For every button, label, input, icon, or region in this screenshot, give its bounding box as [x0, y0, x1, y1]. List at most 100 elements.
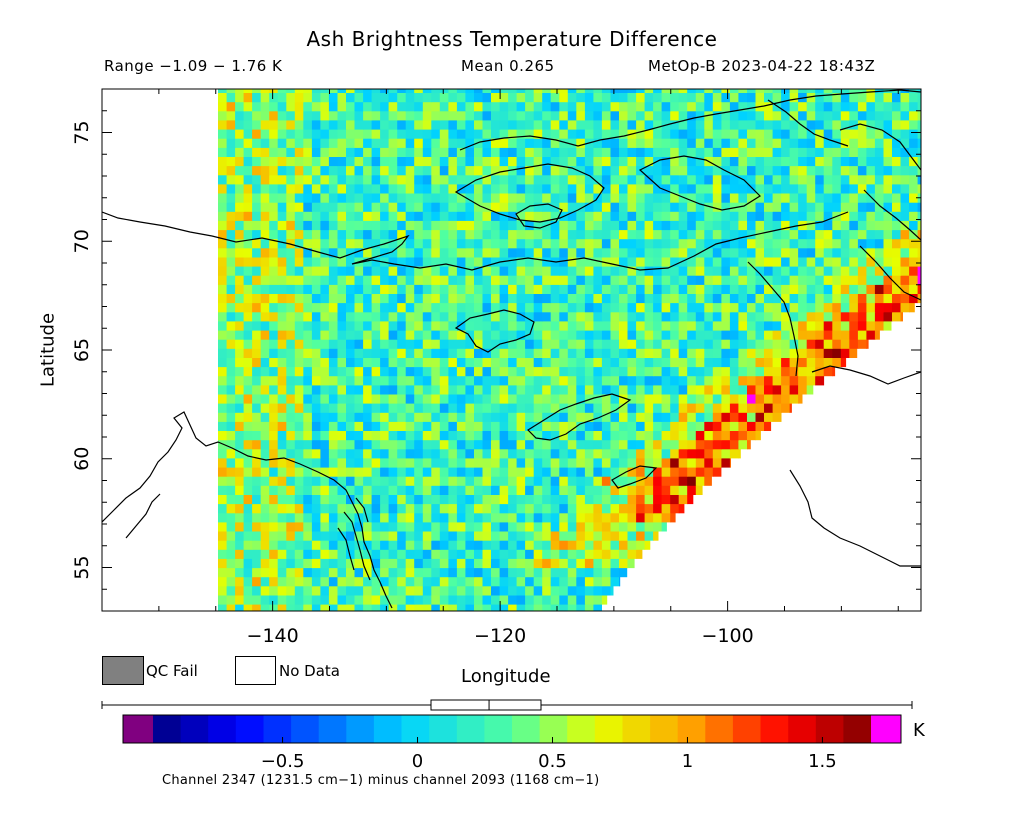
- swath-cell: [303, 129, 313, 139]
- swath-cell: [636, 531, 646, 541]
- swath-cell: [798, 165, 808, 176]
- swath-cell: [849, 110, 859, 121]
- swath-cell: [738, 384, 748, 395]
- swath-cell: [601, 339, 611, 349]
- swath-cell: [789, 174, 799, 185]
- swath-cell: [397, 558, 407, 569]
- swath-cell: [721, 403, 731, 413]
- swath-cell: [610, 320, 620, 331]
- swath-cell: [832, 366, 836, 377]
- swath-cell: [704, 256, 714, 267]
- swath-cell: [781, 403, 791, 413]
- swath-cell: [840, 220, 850, 231]
- swath-cell: [499, 302, 509, 313]
- swath-cell: [226, 220, 236, 231]
- coastline-arctic-islands: [459, 89, 921, 151]
- swath-cell: [644, 174, 654, 185]
- swath-cell: [311, 375, 321, 386]
- swath-cell: [712, 302, 722, 313]
- swath-cell: [721, 320, 731, 331]
- swath-cell: [636, 174, 646, 185]
- no-data-swatch: [235, 656, 276, 685]
- swath-cell: [627, 384, 637, 395]
- swath-cell: [422, 348, 432, 358]
- swath-cell: [601, 412, 611, 422]
- swath-cell: [397, 576, 407, 587]
- swath-cell: [687, 229, 697, 240]
- swath-cell: [286, 604, 296, 611]
- swath-cell: [482, 476, 492, 486]
- swath-cell: [721, 339, 731, 349]
- swath-cell: [687, 375, 697, 386]
- swath-cell: [303, 531, 313, 541]
- swath-cell: [439, 266, 449, 276]
- swath-cell: [559, 193, 569, 203]
- swath-cell: [491, 421, 501, 431]
- swath-cell: [456, 403, 466, 413]
- swath-cell: [542, 476, 552, 486]
- swath-cell: [644, 494, 654, 505]
- swath-cell: [644, 421, 654, 431]
- swath-cell: [363, 457, 373, 468]
- swath-cell: [414, 467, 424, 477]
- swath-cell: [243, 266, 253, 276]
- swath-cell: [874, 193, 884, 203]
- swath-cell: [533, 247, 543, 258]
- colorbar-segment: [705, 715, 734, 743]
- swath-cell: [550, 476, 560, 486]
- swath-cell: [670, 266, 680, 276]
- swath-cell: [226, 485, 236, 495]
- swath-cell: [346, 110, 356, 121]
- swath-cell: [388, 311, 398, 322]
- swath-cell: [320, 266, 330, 276]
- swath-cell: [687, 393, 697, 404]
- swath-cell: [661, 457, 671, 468]
- swath-cell: [243, 110, 253, 121]
- swath-cell: [414, 403, 424, 413]
- swath-cell: [712, 430, 722, 441]
- swath-cell: [866, 229, 876, 240]
- swath-cell: [277, 284, 287, 294]
- swath-cell: [815, 129, 825, 139]
- swath-cell: [286, 275, 296, 285]
- swath-cell: [294, 521, 304, 532]
- swath-cell: [712, 448, 722, 459]
- swath-cell: [516, 366, 526, 377]
- swath-cell: [346, 576, 356, 587]
- swath-cell: [559, 302, 569, 313]
- swath-cell: [764, 165, 774, 176]
- swath-cell: [277, 101, 287, 112]
- swath-cell: [294, 211, 304, 221]
- swath-cell: [431, 384, 441, 395]
- swath-cell: [584, 202, 594, 212]
- swath-cell: [380, 558, 390, 569]
- swath-cell: [601, 156, 611, 167]
- swath-cell: [218, 485, 228, 495]
- swath-cell: [294, 229, 304, 240]
- swath-cell: [584, 92, 594, 103]
- swath-cell: [687, 302, 697, 313]
- swath-cell: [678, 320, 688, 331]
- swath-cell: [610, 412, 620, 422]
- swath-cell: [704, 320, 714, 331]
- swath-cell: [243, 311, 253, 322]
- swath-cell: [559, 375, 569, 386]
- swath-cell: [226, 229, 236, 240]
- swath-cell: [610, 110, 620, 121]
- swath-cell: [747, 256, 757, 267]
- swath-cell: [414, 485, 424, 495]
- swath-cell: [388, 585, 398, 596]
- swath-cell: [226, 421, 236, 431]
- swath-cell: [260, 457, 270, 468]
- swath-cell: [738, 238, 748, 249]
- swath-cell: [439, 348, 449, 358]
- swath-cell: [729, 174, 739, 185]
- swath-cell: [397, 147, 407, 157]
- swath-cell: [533, 238, 543, 249]
- swath-cell: [704, 220, 714, 231]
- swath-cell: [303, 174, 313, 185]
- swath-cell: [363, 567, 373, 578]
- swath-cell: [260, 576, 270, 587]
- swath-cell: [218, 256, 228, 267]
- swath-cell: [286, 266, 296, 276]
